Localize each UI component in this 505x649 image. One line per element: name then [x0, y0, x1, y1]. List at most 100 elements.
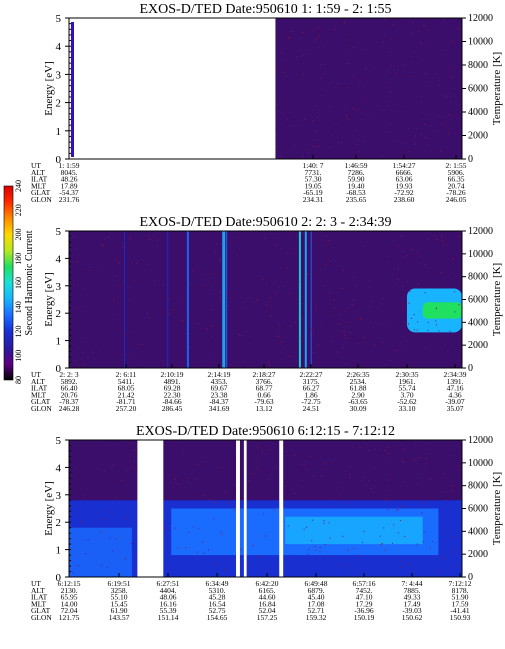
noise-speck [316, 105, 318, 107]
noise-speck [332, 314, 334, 316]
noise-speck [364, 341, 366, 343]
y2-tick-label: 8000 [468, 481, 488, 492]
noise-speck [162, 360, 164, 362]
noise-speck [294, 493, 296, 495]
noise-speck [327, 244, 329, 246]
noise-speck [387, 509, 389, 511]
noise-speck [343, 331, 345, 333]
noise-speck [188, 532, 190, 534]
noise-speck [306, 526, 308, 528]
y2-tick-label: 0 [468, 363, 473, 374]
noise-speck [296, 56, 298, 58]
noise-speck [84, 363, 86, 365]
noise-speck [77, 565, 79, 567]
noise-speck [403, 251, 405, 253]
noise-speck [344, 107, 346, 109]
orbit-ut-value: 2: 1:55 [445, 161, 466, 170]
y-tick-label: 0 [56, 363, 62, 375]
orbit-mlt-value: 15.45 [111, 599, 128, 608]
orbit-ilat-value: 49.33 [404, 593, 421, 602]
noise-speck [397, 246, 399, 248]
noise-speck [273, 509, 275, 511]
noise-speck [376, 307, 378, 309]
noise-speck [406, 281, 408, 283]
noise-speck [153, 279, 155, 281]
noise-speck [249, 343, 251, 345]
noise-speck [455, 564, 457, 566]
noise-speck [344, 22, 346, 24]
noise-speck [389, 452, 391, 454]
noise-speck [421, 512, 423, 514]
noise-speck [177, 482, 179, 484]
noise-speck [439, 115, 441, 117]
noise-speck [125, 517, 127, 519]
panel-title: EXOS-D/TED Date:950610 2: 2: 3 - 2:34:39 [140, 215, 392, 230]
noise-speck [391, 542, 393, 544]
noise-speck [197, 463, 199, 465]
noise-speck [400, 444, 402, 446]
noise-speck [128, 442, 130, 444]
orbit-alt-value: 7286. [348, 168, 365, 177]
orbit-ut-value: 2:30:35 [396, 370, 419, 379]
noise-speck [426, 453, 428, 455]
spectrogram-stripe [226, 231, 228, 368]
noise-speck [315, 549, 317, 551]
noise-speck [282, 71, 284, 73]
noise-speck [80, 520, 82, 522]
noise-speck [256, 458, 258, 460]
noise-speck [252, 544, 254, 546]
spectrogram-stripe [124, 231, 126, 368]
orbit-ut-value: 1:54:27 [393, 161, 416, 170]
noise-speck [349, 572, 351, 574]
noise-speck [302, 156, 304, 158]
noise-speck [268, 362, 270, 364]
y-tick-label: 1 [56, 336, 62, 348]
noise-speck [391, 354, 393, 356]
orbit-glon-value: 286.45 [162, 404, 183, 413]
orbit-ut-value: 6:34:49 [206, 579, 229, 588]
noise-speck [426, 85, 428, 87]
noise-speck [363, 530, 365, 532]
noise-speck [356, 300, 358, 302]
noise-speck [404, 64, 406, 66]
noise-speck [329, 260, 331, 262]
y2-tick-label: 2000 [468, 131, 488, 142]
noise-speck [269, 364, 271, 366]
noise-speck [174, 527, 176, 529]
spectrogram-noise [276, 18, 459, 158]
noise-speck [425, 72, 427, 74]
noise-speck [427, 507, 429, 509]
orbit-glon-value: 341.69 [209, 404, 230, 413]
noise-speck [412, 75, 414, 77]
noise-speck [278, 286, 280, 288]
noise-speck [328, 240, 330, 242]
y-tick-label: 4 [56, 41, 62, 53]
noise-speck [206, 328, 208, 330]
orbit-mlt-value: 19.93 [396, 181, 413, 190]
noise-speck [147, 313, 149, 315]
noise-speck [115, 260, 117, 262]
noise-speck [194, 323, 196, 325]
noise-speck [336, 489, 338, 491]
data-gap [137, 440, 164, 577]
noise-speck [318, 27, 320, 29]
noise-speck [457, 465, 459, 467]
noise-speck [346, 549, 348, 551]
noise-speck [182, 320, 184, 322]
orbit-glat-value: -84.37 [209, 397, 229, 406]
orbit-alt-value: 6879. [308, 586, 325, 595]
noise-speck [194, 479, 196, 481]
noise-speck [382, 109, 384, 111]
noise-speck [103, 269, 105, 271]
noise-speck [370, 322, 372, 324]
noise-speck [299, 50, 301, 52]
orbit-row-label: GLON [31, 195, 52, 204]
noise-speck [333, 299, 335, 301]
noise-speck [431, 540, 433, 542]
noise-speck [452, 490, 454, 492]
noise-speck [178, 441, 180, 443]
noise-speck [83, 494, 85, 496]
noise-speck [287, 37, 289, 39]
y2-tick-label: 12000 [468, 435, 493, 446]
noise-speck [308, 49, 310, 51]
